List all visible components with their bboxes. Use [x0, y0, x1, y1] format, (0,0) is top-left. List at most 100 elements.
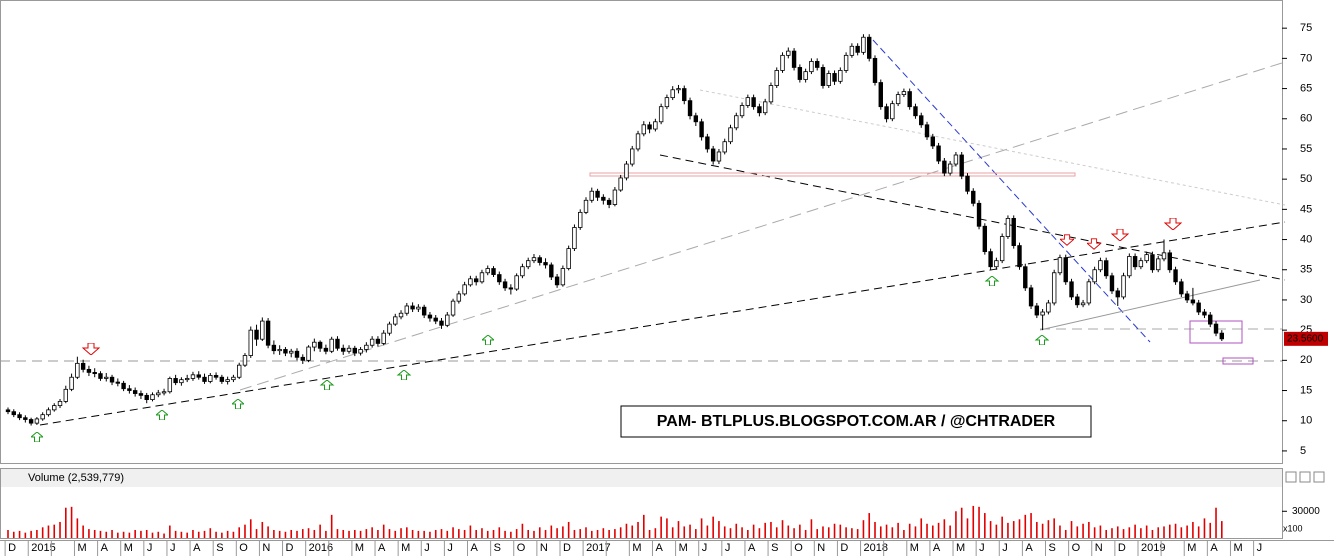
candle-body: [364, 344, 369, 350]
x-tick-label: J: [447, 542, 453, 554]
candle-body: [1202, 311, 1207, 316]
candle-body: [884, 106, 889, 120]
candle-body: [167, 378, 173, 393]
x-tick-label: N: [540, 542, 548, 554]
candle-body: [843, 54, 849, 71]
x-tick-label: D: [1118, 542, 1126, 554]
candle-body: [572, 227, 577, 250]
candle-body: [40, 414, 45, 420]
x-tick-label: M: [1187, 542, 1196, 554]
candle-body: [427, 314, 433, 319]
candle-body: [306, 346, 311, 361]
candle-body: [323, 347, 329, 352]
panel-button[interactable]: [1285, 471, 1297, 483]
candle-body: [265, 320, 271, 346]
candle-body: [1208, 314, 1213, 325]
candle-body: [670, 89, 675, 99]
candle-body: [404, 305, 410, 314]
candle-body: [341, 347, 346, 352]
candle-body: [1092, 269, 1097, 283]
candle-body: [254, 329, 259, 340]
candle-body: [595, 190, 600, 198]
candle-body: [346, 347, 352, 352]
candle-body: [398, 312, 404, 318]
panel-button[interactable]: [1299, 471, 1311, 483]
x-tick-label: J: [1002, 542, 1008, 554]
candle-body: [1005, 218, 1011, 237]
candle-body: [791, 50, 797, 68]
annotations: [0, 39, 1286, 442]
candle-body: [872, 57, 878, 83]
candle-body: [335, 338, 340, 349]
candle-body: [1150, 254, 1155, 271]
x-tick-label: D: [286, 542, 294, 554]
x-tick-label: A: [471, 542, 479, 554]
candle-body: [387, 323, 392, 334]
trend-line: [39, 221, 1286, 426]
x-tick-label: N: [1095, 542, 1103, 554]
candle-body: [479, 272, 485, 283]
candle-body: [57, 400, 63, 407]
candle-body: [1161, 252, 1167, 260]
volume-unit: x100: [1283, 523, 1303, 533]
candle-body: [722, 141, 727, 153]
candle-body: [1138, 260, 1144, 268]
candle-body: [641, 124, 646, 135]
candle-body: [219, 376, 225, 382]
candle-body: [196, 374, 201, 378]
candle-body: [508, 287, 514, 290]
x-tick-label: J: [979, 542, 985, 554]
candle-body: [144, 394, 149, 400]
candle-body: [213, 375, 219, 378]
x-tick-label: A: [1210, 542, 1218, 554]
candle-body: [92, 372, 97, 375]
y-tick-label: 30: [1300, 294, 1312, 306]
candle-body: [531, 257, 537, 262]
candle-body: [589, 190, 594, 201]
y-tick-label: 10: [1300, 415, 1312, 427]
candle-body: [612, 189, 618, 205]
candle-body: [549, 264, 554, 278]
x-tick-label: S: [1049, 542, 1056, 554]
panel-button[interactable]: [1313, 471, 1325, 483]
candle-body: [485, 268, 490, 274]
candle-body: [1144, 254, 1149, 262]
candle-body: [635, 133, 641, 150]
candle-body: [1184, 293, 1190, 301]
candle-body: [583, 199, 589, 213]
x-tick-label: J: [170, 542, 176, 554]
candle-body: [745, 97, 751, 106]
candle-body: [491, 268, 496, 275]
candle-body: [699, 121, 704, 138]
x-tick-label: A: [748, 542, 756, 554]
x-tick-label: D: [840, 542, 848, 554]
candle-body: [156, 392, 161, 396]
candle-body: [676, 88, 681, 91]
candle-body: [502, 281, 508, 289]
y-tick-label: 20: [1300, 354, 1312, 366]
candle-body: [1127, 256, 1132, 277]
candle-body: [624, 163, 629, 179]
candle-body: [734, 115, 739, 129]
candle-body: [1173, 269, 1178, 283]
candle-body: [803, 71, 808, 80]
candle-body: [1179, 281, 1184, 295]
candle-body: [462, 284, 467, 295]
x-tick-label: M: [956, 542, 965, 554]
candle-body: [786, 50, 791, 56]
candle-body: [283, 349, 288, 354]
candle-body: [381, 332, 386, 344]
candle-body: [520, 266, 525, 277]
candle-body: [578, 211, 583, 228]
x-tick-label: N: [262, 542, 270, 554]
candle-body: [46, 409, 51, 416]
candle-body: [797, 67, 803, 80]
volume-header: [1, 469, 1282, 487]
y-tick-label: 65: [1300, 82, 1312, 94]
x-tick-label: O: [517, 542, 526, 554]
candle-body: [999, 236, 1005, 262]
x-tick-label: N: [817, 542, 825, 554]
x-tick-label: 2017: [586, 542, 610, 554]
candle-body: [1034, 305, 1040, 316]
